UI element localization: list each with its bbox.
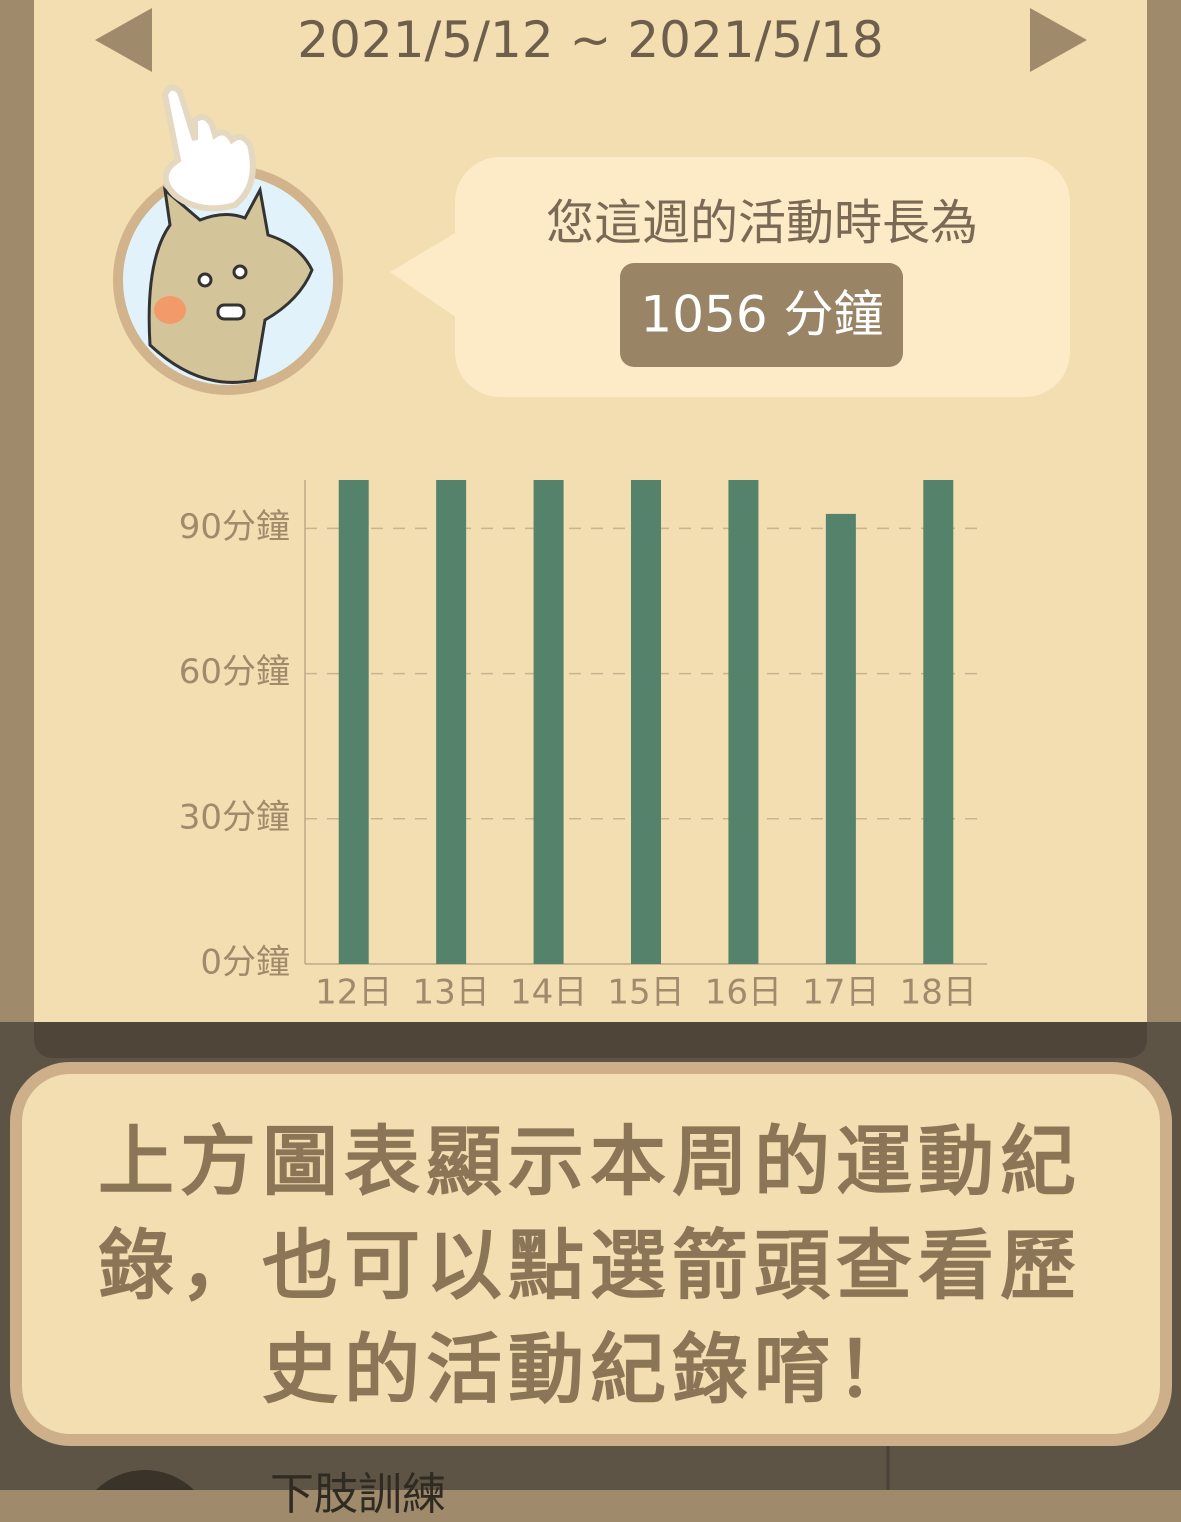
x-tick-label: 14日 — [510, 973, 587, 1013]
x-tick-label: 16日 — [705, 973, 782, 1013]
bar — [533, 480, 564, 964]
bar — [631, 480, 661, 964]
x-tick-label: 12日 — [315, 973, 392, 1013]
prev-arrow[interactable] — [95, 8, 152, 72]
next-arrow[interactable] — [1030, 8, 1087, 72]
avatar-eye — [232, 264, 248, 280]
tip-text: 上方圖表顯示本周的運動紀錄，也可以點選箭頭查看歷史的活動紀錄唷！ — [98, 1117, 1082, 1414]
bar — [338, 480, 369, 964]
chart: 您這週的活動時長為 1056 分鐘 0分鐘 30分鐘 60分鐘 90分鐘 12日 13日 1… — [95, 8, 1087, 1490]
hand-pointer — [161, 84, 256, 212]
avatar-cat — [147, 185, 314, 384]
avatar-cheek — [154, 296, 186, 324]
speech-tail — [390, 230, 460, 320]
tip-box — [10, 1062, 1172, 1446]
y-tick-label: 30分鐘 — [179, 797, 290, 837]
x-tick-label: 13日 — [413, 973, 490, 1013]
bar — [923, 480, 954, 964]
x-tick-label: 18日 — [900, 973, 977, 1013]
y-tick-label: 0分鐘 — [200, 943, 290, 983]
speech-text: 您這週的活動時長為 — [546, 195, 978, 251]
x-tick-label: 15日 — [607, 973, 684, 1013]
bar — [825, 513, 856, 964]
bar — [728, 480, 759, 964]
avatar-eye — [197, 272, 213, 288]
y-tick-label: 90分鐘 — [179, 507, 290, 547]
avatar-mouth — [216, 303, 246, 321]
list-icon — [96, 1470, 194, 1490]
total-badge — [620, 263, 903, 367]
x-tick-label: 17日 — [802, 973, 879, 1013]
date-range: 2021/5/12 ~ 2021/5/18 — [297, 11, 884, 69]
panel-edge — [34, 1022, 1147, 1058]
bar — [436, 480, 467, 964]
total-text: 1056 分鐘 — [640, 286, 883, 344]
y-tick-label: 60分鐘 — [179, 652, 290, 692]
